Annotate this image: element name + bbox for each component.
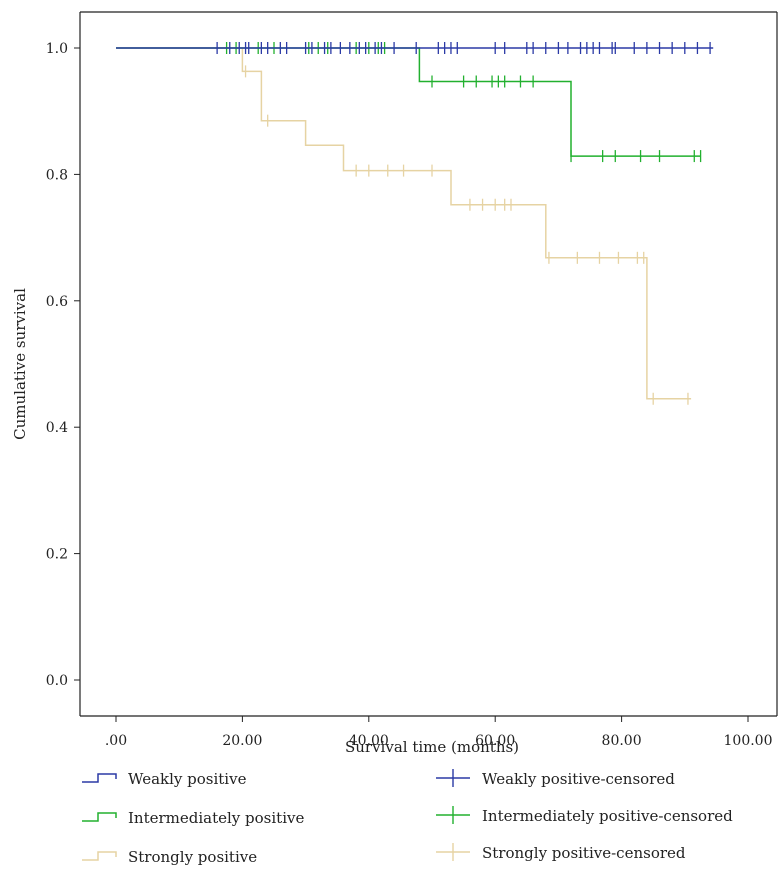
y-tick-label: 1.0 [46,41,68,57]
legend-label: Intermediately positive-censored [482,807,733,825]
y-axis-title: Cumulative survival [11,288,29,440]
legend-label: Strongly positive [128,848,257,866]
x-tick-label: 80.00 [602,733,642,749]
x-tick-label: 40.00 [349,733,389,749]
x-tick-label: 100.00 [724,733,773,749]
legend-label: Strongly positive-censored [482,844,686,862]
y-tick-label: 0.6 [46,294,68,310]
x-tick-label: 60.00 [475,733,515,749]
legend-label: Weakly positive [128,770,247,788]
y-tick-label: 0.4 [46,420,68,436]
x-tick-label: 20.00 [222,733,262,749]
legend-swatch [82,773,117,783]
legend-swatch [82,812,117,822]
series-line [116,47,692,400]
legend: Weakly positive Intermediately positive St… [82,769,733,866]
plot-area [116,42,714,405]
y-tick-label: 0.0 [46,673,68,689]
series-line [116,47,701,157]
y-tick-label: 0.2 [46,547,68,563]
tick-labels: 0.0 0.2 0.4 0.6 0.8 1.0 .00 20.00 40.00 60.00 80.0… [46,41,773,749]
legend-label: Intermediately positive [128,809,304,827]
x-axis-title: Survival time (months) [345,738,519,756]
y-tick-label: 0.8 [46,167,68,183]
legend-label: Weakly positive-censored [482,770,675,788]
axes [74,11,778,722]
legend-swatch [82,851,117,861]
x-tick-label: .00 [105,733,127,749]
